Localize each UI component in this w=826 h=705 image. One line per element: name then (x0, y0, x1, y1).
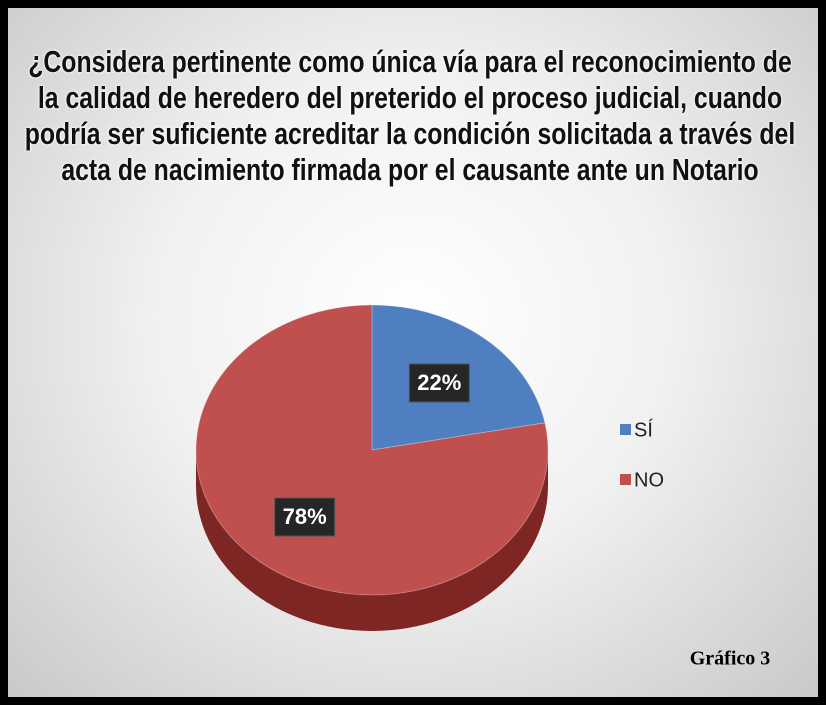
value-label-box (274, 497, 336, 537)
legend-swatch (620, 424, 631, 435)
pie-side (196, 450, 548, 631)
annotation: Gráfico 3 (690, 648, 771, 670)
legend-label: SÍ (634, 418, 653, 441)
legend-label: NO (634, 469, 664, 491)
value-label-box (408, 363, 470, 403)
legend-swatch (620, 474, 631, 485)
chart: Gráfico 3 22% 78% SÍ NO (195, 304, 771, 670)
chart-title: ¿Considera pertinente como única vía par… (24, 44, 796, 187)
value-label: 78% (283, 504, 327, 529)
value-label: 22% (417, 370, 461, 395)
